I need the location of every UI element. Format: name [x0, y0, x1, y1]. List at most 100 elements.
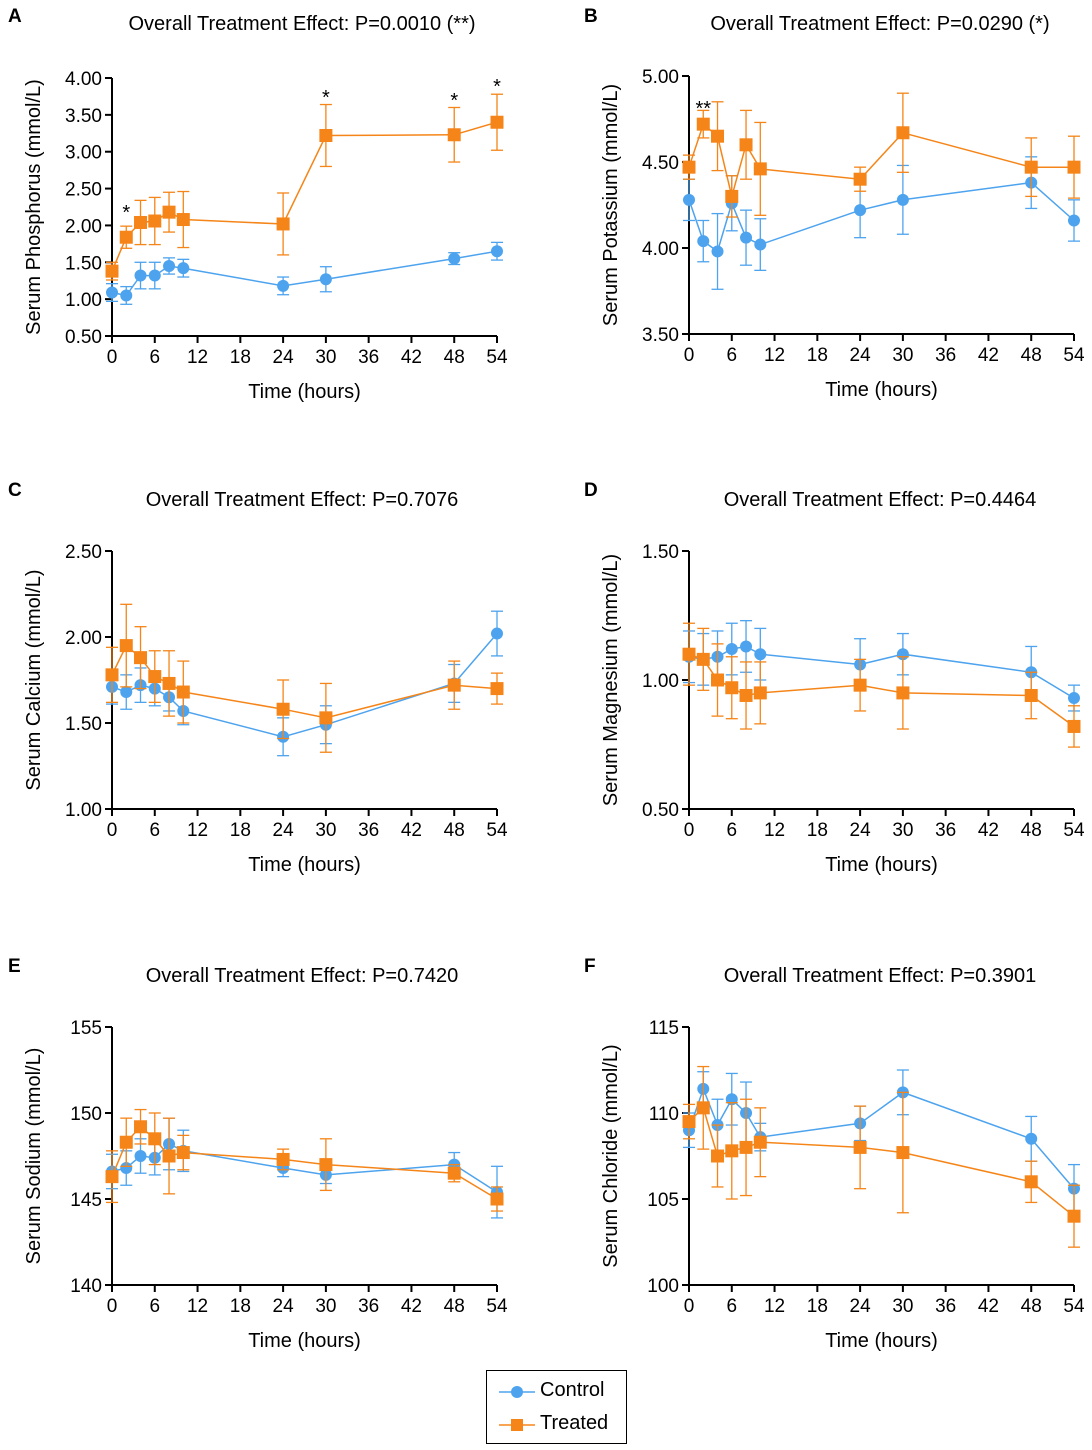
data-point-treated	[739, 1140, 753, 1154]
series-line-control	[688, 645, 1075, 699]
data-point-control	[491, 627, 503, 640]
series-line-treated	[688, 122, 1074, 197]
x-tick-label: 0	[684, 345, 695, 366]
data-point-control	[1068, 692, 1080, 705]
x-tick-label: 48	[1021, 1296, 1042, 1317]
data-point-treated	[711, 673, 725, 687]
significance-marker: **	[695, 98, 711, 120]
y-tick-label: 0.50	[65, 327, 102, 348]
y-tick-label: 1.50	[65, 253, 102, 274]
data-point-control	[1025, 1132, 1038, 1145]
x-tick-label: 30	[315, 347, 336, 368]
x-tick-label: 6	[149, 347, 160, 368]
data-point-treated	[1067, 160, 1081, 174]
y-axis-label: Serum Chloride (mmol/L)	[600, 1044, 622, 1267]
data-point-control	[740, 231, 753, 244]
data-point-control	[277, 279, 290, 292]
y-tick-label: 3.00	[65, 143, 102, 164]
data-point-treated	[896, 1146, 910, 1160]
y-tick-label: 1.00	[65, 800, 102, 821]
data-point-treated	[853, 1140, 867, 1154]
x-tick-label: 48	[444, 1296, 465, 1317]
data-point-treated	[105, 1170, 119, 1184]
x-tick-label: 42	[401, 1296, 422, 1317]
series-line-treated	[688, 653, 1075, 728]
significance-marker: *	[450, 90, 458, 112]
data-point-treated	[105, 264, 119, 278]
data-point-treated	[490, 1192, 504, 1206]
x-tick-label: 48	[1021, 345, 1042, 366]
x-axis-label: Time (hours)	[248, 854, 361, 876]
y-tick-label: 2.00	[65, 216, 102, 237]
x-tick-label: 12	[187, 820, 208, 841]
x-tick-label: 36	[935, 1296, 956, 1317]
data-point-control	[854, 204, 867, 217]
treated-marker-icon	[499, 1419, 535, 1431]
data-point-treated	[753, 162, 767, 176]
data-point-treated	[276, 702, 290, 716]
data-point-treated	[490, 115, 504, 129]
x-tick-label: 6	[149, 820, 160, 841]
series-line-treated	[111, 1125, 498, 1200]
data-point-treated	[753, 1135, 767, 1149]
data-point-treated	[148, 670, 162, 684]
data-point-control	[148, 269, 161, 282]
data-point-control	[754, 238, 767, 251]
chart-title: Overall Treatment Effect: P=0.3901	[724, 965, 1037, 987]
panel-letter: C	[8, 480, 22, 501]
y-tick-label: 105	[647, 1190, 679, 1211]
panel-letter: B	[584, 6, 598, 27]
data-point-treated	[119, 639, 133, 653]
data-point-treated	[896, 686, 910, 700]
data-point-treated	[725, 1144, 739, 1158]
data-point-treated	[119, 1135, 133, 1149]
x-tick-label: 0	[684, 820, 695, 841]
x-tick-label: 24	[850, 1296, 872, 1317]
data-point-treated	[148, 1132, 162, 1146]
data-point-control	[120, 686, 133, 699]
data-point-treated	[176, 213, 190, 227]
data-point-control	[491, 245, 503, 258]
x-tick-label: 18	[230, 820, 251, 841]
x-tick-label: 24	[273, 347, 295, 368]
y-tick-label: 2.00	[65, 628, 102, 649]
data-point-control	[120, 1162, 133, 1175]
chart-title: Overall Treatment Effect: P=0.0010 (**)	[128, 13, 475, 35]
chart-title: Overall Treatment Effect: P=0.0290 (*)	[710, 13, 1049, 35]
legend-label-treated: Treated	[540, 1412, 609, 1434]
series-line-treated	[111, 121, 498, 272]
y-tick-label: 4.50	[642, 153, 679, 174]
data-point-treated	[319, 711, 333, 725]
x-tick-label: 18	[230, 1296, 251, 1317]
data-point-control	[896, 193, 909, 206]
data-point-treated	[134, 215, 148, 229]
x-tick-label: 36	[935, 345, 956, 366]
x-tick-label: 54	[486, 347, 508, 368]
x-tick-label: 42	[978, 820, 999, 841]
data-point-treated	[162, 676, 176, 690]
data-point-treated	[853, 172, 867, 186]
data-point-treated	[1024, 688, 1038, 702]
x-tick-label: 24	[850, 820, 872, 841]
legend-item-control: Control	[487, 1376, 627, 1406]
x-tick-label: 6	[726, 820, 737, 841]
data-point-treated	[276, 217, 290, 231]
x-tick-label: 30	[315, 1296, 336, 1317]
data-point-treated	[725, 681, 739, 695]
x-tick-label: 42	[978, 1296, 999, 1317]
data-point-treated	[753, 686, 767, 700]
x-tick-label: 42	[978, 345, 999, 366]
x-tick-label: 18	[807, 1296, 828, 1317]
data-point-treated	[134, 651, 148, 665]
y-tick-label: 140	[70, 1276, 102, 1297]
y-tick-label: 1.50	[65, 714, 102, 735]
legend-label-control: Control	[540, 1379, 605, 1401]
y-tick-label: 1.00	[65, 290, 102, 311]
panel-letter: E	[8, 956, 21, 977]
data-point-control	[106, 286, 118, 299]
x-axis-label: Time (hours)	[248, 1330, 361, 1352]
data-point-control	[319, 273, 332, 286]
chart-title: Overall Treatment Effect: P=0.4464	[724, 489, 1037, 511]
x-tick-label: 30	[892, 345, 913, 366]
